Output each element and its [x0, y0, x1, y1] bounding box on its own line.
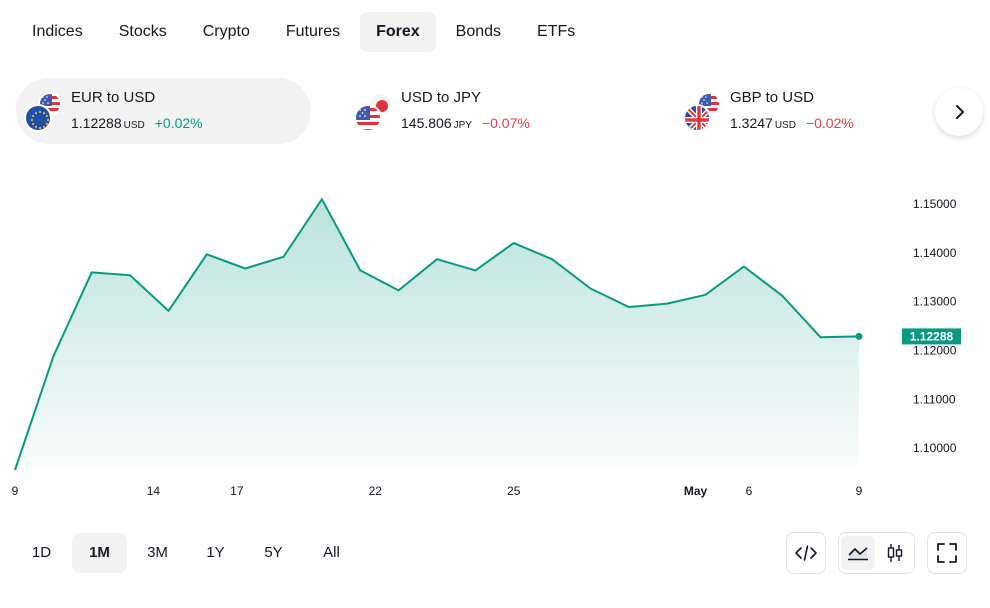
ticker-name: EUR to USD — [71, 89, 156, 106]
ticker-change: +0.02% — [154, 115, 203, 131]
fullscreen-group — [927, 532, 967, 574]
last-price-tag — [902, 328, 961, 345]
ticker-currency: USD — [774, 120, 796, 131]
y-axis-tick-label: 1.11000 — [913, 392, 956, 406]
range-1m[interactable]: 1M — [72, 533, 127, 573]
code-icon — [795, 545, 817, 561]
ticker-currency: JPY — [453, 120, 472, 131]
ticker-price: 145.806 — [401, 115, 452, 131]
ticker-gbp-usd[interactable]: GBP to USD 1.3247 USD −0.02% — [675, 78, 915, 144]
fullscreen-icon — [937, 543, 957, 563]
tab-bonds[interactable]: Bonds — [455, 23, 502, 40]
currency-pair-flags — [683, 92, 723, 132]
ticker-strip: EUR to USD 1.12288 USD +0.02% — [16, 78, 916, 144]
range-1y[interactable]: 1Y — [206, 544, 225, 561]
tab-stocks[interactable]: Stocks — [118, 23, 167, 40]
embed-group — [786, 532, 826, 574]
tab-crypto[interactable]: Crypto — [202, 23, 250, 40]
uk-flag-icon — [683, 104, 711, 132]
y-axis-tick-label: 1.12000 — [913, 343, 957, 357]
chart-style-group — [838, 532, 915, 574]
range-5y[interactable]: 5Y — [264, 544, 283, 561]
next-tickers-button[interactable] — [935, 88, 983, 136]
x-axis-tick-label: 6 — [746, 484, 753, 498]
eu-flag-icon — [24, 104, 52, 132]
embed-button[interactable] — [787, 536, 825, 570]
price-line — [14, 198, 860, 471]
price-chart[interactable]: 1.15000 1.14000 1.13000 1.12000 1.11000 1.100… — [0, 160, 990, 505]
range-3m[interactable]: 3M — [147, 544, 168, 561]
tab-futures[interactable]: Futures — [285, 23, 341, 40]
ticker-usd-jpy[interactable]: USD to JPY 145.806 JPY −0.07% — [346, 78, 646, 144]
x-axis-tick-label: 9 — [12, 484, 19, 498]
tab-indices[interactable]: Indices — [32, 23, 83, 40]
price-area-fill — [15, 199, 859, 470]
ticker-price: 1.3247 — [730, 115, 773, 131]
x-axis-tick-label: 22 — [369, 484, 383, 498]
currency-pair-flags — [354, 92, 394, 132]
ticker-change: −0.07% — [481, 115, 530, 131]
ticker-quote: 1.3247 USD −0.02% — [730, 115, 854, 131]
x-axis-tick-label: 25 — [507, 484, 521, 498]
last-price-dot — [855, 332, 863, 340]
ticker-name: GBP to USD — [730, 89, 814, 106]
tab-forex[interactable]: Forex — [360, 12, 436, 52]
currency-pair-flags — [24, 92, 64, 132]
ticker-quote: 145.806 JPY −0.07% — [401, 115, 530, 131]
range-1d[interactable]: 1D — [31, 544, 52, 561]
y-axis-tick-label: 1.10000 — [913, 441, 957, 455]
range-all[interactable]: All — [323, 544, 340, 561]
fullscreen-button[interactable] — [928, 536, 966, 570]
ticker-currency: USD — [123, 120, 145, 131]
market-tabs: Indices Stocks Crypto Futures Forex Bond… — [16, 12, 591, 52]
ticker-change: −0.02% — [805, 115, 854, 131]
ticker-eur-usd[interactable]: EUR to USD 1.12288 USD +0.02% — [16, 78, 311, 144]
y-axis-tick-label: 1.14000 — [913, 246, 957, 260]
range-selector: 1D 1M 3M 1Y 5Y All — [14, 533, 362, 573]
ticker-name: USD to JPY — [401, 89, 482, 106]
ticker-price: 1.12288 — [71, 115, 122, 131]
x-axis-tick-label: May — [684, 484, 708, 498]
ticker-quote: 1.12288 USD +0.02% — [71, 115, 203, 131]
usa-flag-icon — [354, 104, 382, 132]
candlestick-chart-button[interactable] — [879, 536, 913, 570]
x-axis-tick-label: 14 — [147, 484, 161, 498]
area-chart-button[interactable] — [841, 536, 875, 570]
y-axis-tick-label: 1.13000 — [913, 295, 957, 309]
last-price-label: 1.12288 — [910, 329, 954, 343]
area-chart-icon — [847, 547, 868, 561]
chevron-right-icon — [956, 105, 964, 119]
y-axis-tick-label: 1.15000 — [913, 197, 957, 211]
x-axis-tick-label: 17 — [230, 484, 244, 498]
candlestick-icon — [888, 544, 903, 562]
x-axis-tick-label: 9 — [856, 484, 863, 498]
tab-etfs[interactable]: ETFs — [537, 23, 576, 40]
